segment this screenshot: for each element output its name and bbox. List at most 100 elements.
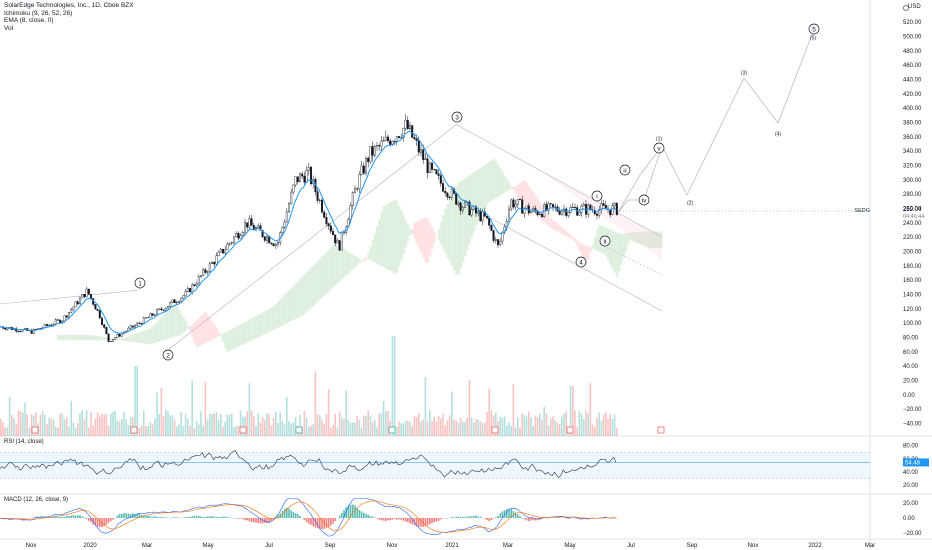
ichimoku-cloud-slice	[279, 299, 282, 327]
candle-body	[118, 333, 121, 337]
macd-histogram-bar	[149, 516, 152, 518]
candle-body	[219, 248, 222, 253]
volume-bar	[0, 418, 2, 436]
volume-bar	[211, 414, 213, 436]
wave-circle	[808, 23, 820, 35]
price-tick-label: 100.00	[903, 321, 922, 327]
ichimoku-cloud-slice	[424, 217, 427, 263]
ichimoku-cloud-slice	[76, 334, 80, 341]
candle-body	[100, 317, 103, 325]
macd-histogram-bar	[363, 512, 365, 518]
currency-label[interactable]: USD	[908, 4, 921, 10]
ichimoku-cloud-slice	[558, 225, 562, 233]
volume-bar	[33, 415, 35, 436]
ichimoku-cloud-slice	[156, 321, 159, 343]
macd-histogram-bar	[52, 516, 55, 518]
ichimoku-cloud-slice	[96, 336, 100, 341]
volume-bar	[613, 414, 616, 436]
wave-label-text: (3)	[741, 70, 747, 76]
ichimoku-cloud-slice	[411, 229, 414, 235]
wave-label-text: iii	[623, 168, 626, 174]
candle-body	[182, 295, 185, 299]
volume-bar	[462, 421, 464, 436]
candle-body	[547, 203, 550, 211]
volume-bar	[499, 417, 501, 436]
volume-bar	[475, 419, 477, 436]
macd-histogram-bar	[198, 515, 200, 518]
volume-bar	[255, 426, 257, 436]
ichimoku-cloud	[57, 158, 663, 352]
volume-bar	[48, 417, 50, 436]
candle-body	[431, 162, 434, 170]
candle-body	[497, 239, 500, 246]
ichimoku-cloud-slice	[283, 294, 287, 325]
volume-bar	[457, 423, 460, 436]
ichimoku-cloud-slice	[290, 287, 293, 321]
macd-histogram-bar	[268, 518, 270, 523]
candle-body	[85, 288, 88, 298]
elliott-forecast-path	[616, 31, 814, 215]
macd-histogram-bar	[244, 518, 246, 521]
ichimoku-cloud-slice	[576, 240, 579, 247]
volume-bar	[63, 419, 66, 436]
candle-body	[285, 211, 288, 223]
macd-histogram-bar	[321, 518, 323, 530]
candle-body	[197, 276, 200, 285]
ichimoku-cloud-slice	[288, 290, 291, 322]
volume-bar	[55, 426, 57, 436]
rsi-line	[0, 450, 617, 479]
candle-body	[442, 183, 445, 192]
volume-bar	[442, 413, 444, 436]
volume-bar	[46, 424, 48, 436]
volume-bar	[281, 421, 284, 436]
volume-bar	[105, 414, 108, 436]
candle-body	[103, 324, 106, 328]
candle-body	[420, 149, 423, 153]
rsi-value-tag	[903, 458, 929, 467]
candle-body	[470, 209, 473, 216]
volume-bar	[292, 422, 295, 436]
macd-histogram-bar	[138, 513, 141, 518]
ichimoku-cloud-slice	[178, 310, 181, 336]
macd-histogram-bar	[429, 518, 431, 524]
candle-body	[560, 210, 563, 215]
macd-histogram-bar	[356, 507, 358, 518]
volume-bar	[246, 411, 248, 436]
ichimoku-cloud-slice	[85, 334, 89, 341]
candle-body	[437, 173, 440, 176]
ichimoku-cloud-slice	[530, 188, 533, 211]
wave-circle	[653, 142, 665, 154]
macd-histogram-bar	[189, 516, 191, 518]
volume-bar	[470, 417, 473, 436]
macd-histogram-bar	[277, 515, 279, 518]
ichimoku-cloud-slice	[160, 317, 163, 341]
macd-histogram-bar	[143, 515, 145, 518]
volume-bar	[530, 417, 532, 436]
macd-histogram-bar	[270, 518, 273, 521]
volume-bar	[272, 417, 275, 436]
macd-histogram-bar	[404, 518, 407, 522]
currency-settings-icon[interactable]	[903, 5, 909, 11]
ichimoku-cloud-slice	[105, 337, 108, 341]
trend-line	[167, 123, 458, 351]
macd-histogram-bar	[121, 514, 123, 518]
ichimoku-cloud-slice	[446, 204, 449, 258]
candle-body	[48, 324, 51, 326]
earnings-marker-icon	[130, 426, 138, 434]
volume-bar	[231, 413, 233, 436]
rsi-tick-label: 20.00	[903, 483, 919, 489]
macd-histogram-bar	[371, 516, 374, 518]
volume-bar	[466, 417, 468, 436]
volume-bar	[149, 422, 152, 436]
macd-histogram-bar	[310, 518, 312, 525]
volume-bar	[264, 420, 266, 436]
macd-histogram-bar	[523, 518, 526, 520]
volume-bar	[330, 427, 332, 436]
ichimoku-cloud-slice	[92, 335, 95, 341]
ichimoku-cloud-slice	[657, 231, 661, 248]
macd-histogram-bar	[367, 514, 369, 518]
macd-histogram-bar	[248, 518, 251, 522]
candle-body	[72, 306, 75, 310]
ichimoku-cloud-slice	[338, 246, 342, 282]
